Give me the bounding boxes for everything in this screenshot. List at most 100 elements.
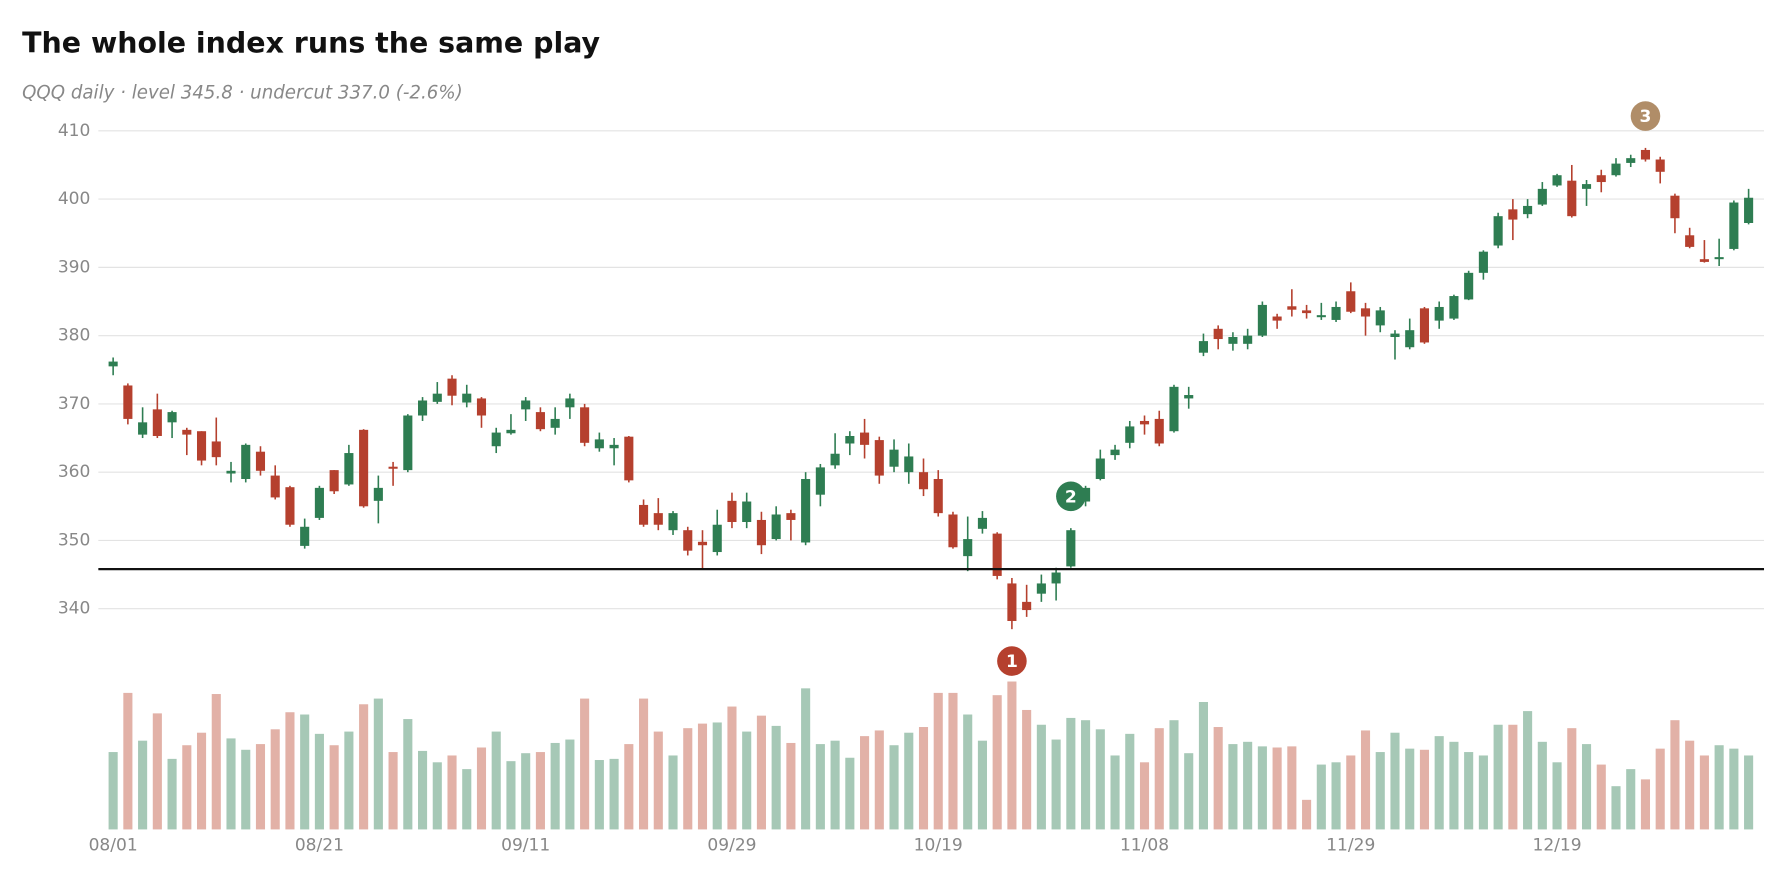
candle-body	[1552, 175, 1562, 186]
candle-body	[904, 456, 914, 473]
volume-bar	[727, 706, 737, 830]
y-tick-label: 360	[58, 462, 91, 482]
candle-body	[1596, 175, 1606, 183]
candle-body	[742, 501, 752, 523]
candle-body	[1051, 572, 1061, 584]
volume-bar	[742, 731, 752, 830]
y-tick-label: 380	[58, 326, 91, 346]
candle-body	[727, 500, 737, 523]
volume-bar	[1478, 755, 1488, 830]
x-tick-label: 08/21	[295, 835, 344, 855]
volume-bar	[1066, 717, 1076, 830]
volume-bar	[845, 757, 855, 830]
candle-body	[1405, 330, 1415, 348]
volume-bar	[300, 714, 310, 830]
candle-body	[565, 398, 575, 408]
annotation-marker	[1056, 481, 1086, 512]
volume-bar	[1670, 720, 1680, 830]
x-tick-label: 08/01	[89, 835, 138, 855]
candle-body	[1567, 180, 1577, 217]
volume-bar	[977, 740, 987, 830]
volume-bar	[771, 725, 781, 830]
volume-bar	[1081, 720, 1091, 830]
volume-bar	[1125, 733, 1135, 830]
candle-body	[1375, 310, 1385, 326]
candle-body	[506, 429, 516, 434]
volume-bar	[609, 758, 619, 830]
volume-bar	[1007, 681, 1017, 830]
candle-body	[138, 422, 148, 435]
volume-bar	[668, 755, 678, 830]
volume-bar	[123, 692, 133, 830]
candle-body	[300, 526, 310, 546]
volume-bar	[108, 752, 118, 830]
volume-bar	[535, 752, 545, 830]
x-tick-label: 12/19	[1532, 835, 1581, 855]
volume-bar	[1272, 747, 1282, 830]
volume-bar	[1287, 746, 1297, 830]
volume-bar	[1581, 744, 1592, 830]
volume-bar	[1022, 709, 1032, 830]
volume-bar	[344, 731, 354, 830]
candle-body	[1331, 306, 1341, 320]
candle-body	[1729, 202, 1739, 249]
volume-bar	[1198, 701, 1208, 830]
candle-body	[1537, 188, 1547, 205]
candle-body	[977, 517, 987, 529]
candle-body	[580, 407, 590, 443]
candle-body	[241, 444, 251, 479]
volume-bar	[580, 698, 590, 830]
candle-body	[1493, 216, 1503, 246]
x-tick-label: 11/29	[1326, 835, 1375, 855]
volume-bar	[860, 736, 870, 830]
candle-body	[417, 400, 428, 416]
volume-bar	[211, 694, 221, 830]
volume-bar	[1714, 745, 1724, 830]
annotation-label: 3	[1640, 107, 1652, 127]
volume-bar	[432, 762, 442, 830]
volume-bar	[1036, 724, 1046, 830]
candle-body	[845, 435, 855, 444]
volume-bar	[314, 733, 324, 830]
candle-body	[786, 513, 796, 520]
annotation-marker	[997, 646, 1027, 676]
candle-body	[1744, 197, 1754, 223]
volume-bar	[948, 692, 958, 830]
volume-bar	[712, 722, 722, 830]
candle-body	[432, 393, 442, 402]
candle-body	[1169, 386, 1179, 432]
candle-body	[948, 514, 958, 548]
annotation-marker	[1630, 101, 1661, 131]
volume-bar	[1552, 762, 1562, 830]
x-tick-label: 09/11	[501, 835, 550, 855]
candle-body	[1081, 487, 1091, 502]
volume-bar	[196, 732, 207, 830]
volume-bar	[1331, 762, 1341, 830]
volume-bar	[550, 742, 560, 830]
candle-body	[1449, 296, 1459, 319]
candle-body	[1611, 163, 1621, 176]
candle-body	[712, 524, 722, 553]
candle-body	[1228, 337, 1238, 344]
candle-body	[1022, 601, 1032, 611]
candle-body	[152, 409, 162, 436]
volume-bar	[1419, 749, 1430, 830]
candle-body	[1581, 184, 1592, 189]
volume-bar	[1537, 741, 1547, 830]
candle-body	[639, 504, 649, 525]
candle-body	[1257, 304, 1267, 336]
candle-body	[1316, 315, 1326, 318]
volume-bar	[1405, 748, 1415, 830]
candle-body	[594, 439, 604, 449]
volume-bar	[1316, 764, 1326, 830]
volume-bar	[1655, 748, 1665, 830]
candle-body	[1670, 195, 1680, 219]
volume-bar	[447, 755, 457, 830]
candle-body	[196, 431, 207, 461]
volume-bar	[756, 715, 766, 830]
y-tick-label: 410	[58, 121, 91, 141]
candle-body	[963, 539, 973, 557]
chart-subtitle: QQQ daily · level 345.8 · undercut 337.0…	[22, 82, 463, 103]
volume-bar	[1596, 764, 1606, 830]
candle-body	[889, 449, 899, 467]
